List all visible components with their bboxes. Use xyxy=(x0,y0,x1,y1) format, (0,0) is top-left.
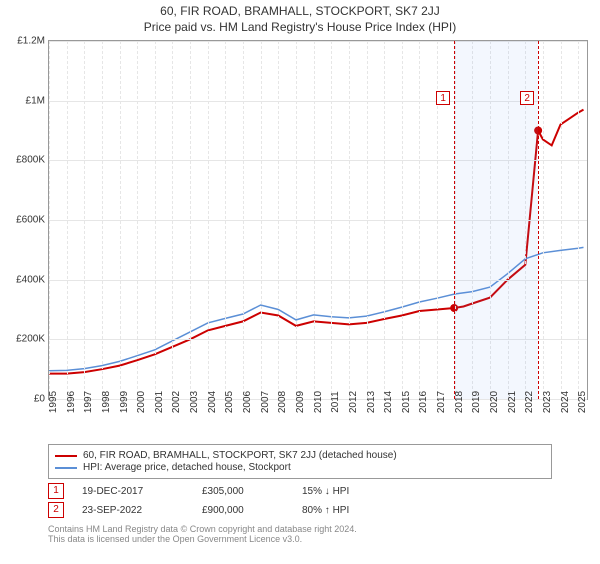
sale-date: 19-DEC-2017 xyxy=(82,486,202,497)
footer-line2: This data is licensed under the Open Gov… xyxy=(48,534,552,544)
gridline-v xyxy=(67,41,68,399)
x-tick-label: 2023 xyxy=(542,391,553,413)
gridline-v xyxy=(172,41,173,399)
gridline-v xyxy=(84,41,85,399)
x-tick-label: 2006 xyxy=(242,391,253,413)
page-title: 60, FIR ROAD, BRAMHALL, STOCKPORT, SK7 2… xyxy=(0,4,600,18)
x-tick-label: 2004 xyxy=(207,391,218,413)
x-tick-label: 2019 xyxy=(471,391,482,413)
sale-row-num: 1 xyxy=(48,483,64,499)
gridline-v xyxy=(243,41,244,399)
legend-swatch xyxy=(55,455,77,457)
gridline-v xyxy=(543,41,544,399)
sale-delta: 80% ↑ HPI xyxy=(302,505,349,516)
sale-price: £900,000 xyxy=(202,505,302,516)
price-chart: £0£200K£400K£600K£800K£1M£1.2M12 xyxy=(48,40,588,400)
y-tick-label: £0 xyxy=(34,394,49,405)
x-tick-label: 2021 xyxy=(507,391,518,413)
sale-price: £305,000 xyxy=(202,486,302,497)
x-tick-label: 2016 xyxy=(418,391,429,413)
x-tick-label: 2012 xyxy=(348,391,359,413)
sale-delta: 15% ↓ HPI xyxy=(302,486,349,497)
sale-row-num: 2 xyxy=(48,502,64,518)
legend-row: 60, FIR ROAD, BRAMHALL, STOCKPORT, SK7 2… xyxy=(55,450,545,461)
gridline-v xyxy=(349,41,350,399)
x-tick-label: 1999 xyxy=(119,391,130,413)
x-tick-label: 2015 xyxy=(401,391,412,413)
x-tick-label: 2011 xyxy=(330,391,341,413)
gridline-v xyxy=(402,41,403,399)
x-tick-label: 2013 xyxy=(366,391,377,413)
x-tick-label: 2025 xyxy=(577,391,588,413)
gridline-v xyxy=(120,41,121,399)
gridline-v xyxy=(225,41,226,399)
gridline-v xyxy=(102,41,103,399)
legend-label: 60, FIR ROAD, BRAMHALL, STOCKPORT, SK7 2… xyxy=(83,450,397,461)
sale-row: 1 19-DEC-2017£305,00015% ↓ HPI xyxy=(48,483,552,499)
x-tick-label: 2010 xyxy=(313,391,324,413)
gridline-v xyxy=(49,41,50,399)
x-tick-label: 1996 xyxy=(66,391,77,413)
gridline-v xyxy=(208,41,209,399)
y-tick-label: £800K xyxy=(16,155,49,166)
x-tick-label: 2009 xyxy=(295,391,306,413)
sale-vline xyxy=(538,41,539,399)
sale-date: 23-SEP-2022 xyxy=(82,505,202,516)
x-tick-label: 2005 xyxy=(224,391,235,413)
gridline-v xyxy=(578,41,579,399)
x-tick-label: 2020 xyxy=(489,391,500,413)
y-tick-label: £400K xyxy=(16,274,49,285)
sale-vline xyxy=(454,41,455,399)
gridline-v xyxy=(314,41,315,399)
legend-swatch xyxy=(55,467,77,469)
sale-marker-box: 1 xyxy=(436,91,450,105)
gridline-v xyxy=(137,41,138,399)
x-tick-label: 2008 xyxy=(277,391,288,413)
sale-marker-box: 2 xyxy=(520,91,534,105)
legend-row: HPI: Average price, detached house, Stoc… xyxy=(55,462,545,473)
gridline-v xyxy=(190,41,191,399)
y-tick-label: £200K xyxy=(16,334,49,345)
x-tick-label: 2003 xyxy=(189,391,200,413)
x-tick-label: 2014 xyxy=(383,391,394,413)
y-tick-label: £1M xyxy=(26,95,49,106)
x-axis-labels: 1995199619971998199920002001200220032004… xyxy=(48,400,588,440)
x-tick-label: 2017 xyxy=(436,391,447,413)
gridline-v xyxy=(296,41,297,399)
x-tick-label: 2002 xyxy=(171,391,182,413)
gridline-v xyxy=(561,41,562,399)
gridline-v xyxy=(155,41,156,399)
gridline-v xyxy=(278,41,279,399)
legend-label: HPI: Average price, detached house, Stoc… xyxy=(83,462,291,473)
y-tick-label: £600K xyxy=(16,215,49,226)
x-tick-label: 1995 xyxy=(48,391,59,413)
sale-row: 2 23-SEP-2022£900,00080% ↑ HPI xyxy=(48,502,552,518)
footer: Contains HM Land Registry data © Crown c… xyxy=(48,524,552,544)
y-tick-label: £1.2M xyxy=(17,36,49,47)
gridline-v xyxy=(367,41,368,399)
gridline-v xyxy=(261,41,262,399)
x-tick-label: 1998 xyxy=(101,391,112,413)
legend: 60, FIR ROAD, BRAMHALL, STOCKPORT, SK7 2… xyxy=(48,444,552,479)
x-tick-label: 2018 xyxy=(454,391,465,413)
x-tick-label: 2000 xyxy=(136,391,147,413)
sales-table: 1 19-DEC-2017£305,00015% ↓ HPI 2 23-SEP-202… xyxy=(48,483,552,518)
x-tick-label: 2001 xyxy=(154,391,165,413)
gridline-v xyxy=(384,41,385,399)
x-tick-label: 1997 xyxy=(83,391,94,413)
footer-line1: Contains HM Land Registry data © Crown c… xyxy=(48,524,552,534)
x-tick-label: 2007 xyxy=(260,391,271,413)
x-tick-label: 2024 xyxy=(560,391,571,413)
gridline-v xyxy=(331,41,332,399)
page-subtitle: Price paid vs. HM Land Registry's House … xyxy=(0,20,600,34)
x-tick-label: 2022 xyxy=(524,391,535,413)
gridline-v xyxy=(419,41,420,399)
